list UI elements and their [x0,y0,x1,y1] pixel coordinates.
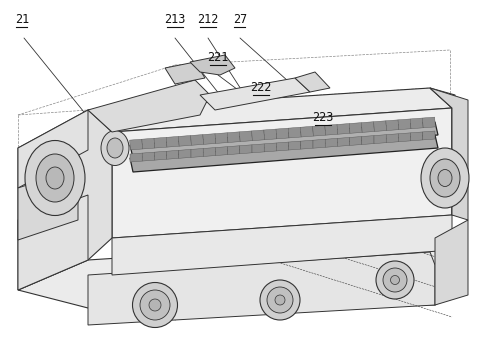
Ellipse shape [383,268,407,292]
Ellipse shape [421,148,469,208]
Ellipse shape [46,167,64,189]
Polygon shape [203,134,216,144]
Polygon shape [88,88,452,132]
Polygon shape [179,149,191,158]
Polygon shape [216,147,228,155]
Polygon shape [398,119,411,130]
Ellipse shape [260,280,300,320]
Text: 222: 222 [250,81,272,94]
Polygon shape [264,129,277,140]
Ellipse shape [101,130,129,166]
Polygon shape [276,128,289,139]
Polygon shape [203,148,216,156]
Polygon shape [301,126,314,137]
Ellipse shape [438,169,452,187]
Polygon shape [313,139,325,148]
Polygon shape [423,131,435,140]
Polygon shape [178,136,191,146]
Polygon shape [228,146,240,155]
Ellipse shape [36,154,74,202]
Polygon shape [337,124,350,134]
Polygon shape [349,123,362,133]
Polygon shape [18,110,112,290]
Polygon shape [276,142,289,151]
Polygon shape [430,88,468,220]
Polygon shape [18,168,78,240]
Ellipse shape [107,138,123,158]
Ellipse shape [391,275,400,285]
Polygon shape [130,122,438,158]
Polygon shape [18,195,88,290]
Polygon shape [313,125,326,136]
Polygon shape [288,127,301,138]
Polygon shape [423,117,435,128]
Polygon shape [264,143,276,152]
Polygon shape [167,150,179,159]
Ellipse shape [25,141,85,216]
Polygon shape [361,122,374,132]
Polygon shape [200,78,310,110]
Polygon shape [88,80,210,132]
Polygon shape [130,139,142,150]
Polygon shape [435,220,468,305]
Polygon shape [325,124,338,135]
Ellipse shape [267,287,293,313]
Text: 21: 21 [15,13,29,26]
Text: 27: 27 [233,13,247,26]
Ellipse shape [132,283,177,328]
Polygon shape [112,215,452,275]
Text: 221: 221 [207,51,228,64]
Polygon shape [398,133,411,142]
Polygon shape [362,136,374,145]
Polygon shape [386,134,398,143]
Ellipse shape [430,159,460,197]
Text: 212: 212 [197,13,219,26]
Polygon shape [240,145,252,154]
Polygon shape [112,108,452,238]
Text: 223: 223 [312,111,334,124]
Polygon shape [88,252,435,325]
Polygon shape [142,152,154,161]
Polygon shape [325,138,337,147]
Polygon shape [349,137,362,145]
Polygon shape [337,138,349,146]
Polygon shape [374,135,386,144]
Polygon shape [191,135,204,145]
Ellipse shape [376,261,414,299]
Polygon shape [410,118,423,129]
Polygon shape [142,138,155,149]
Polygon shape [295,72,330,92]
Polygon shape [191,148,203,158]
Polygon shape [18,110,88,188]
Polygon shape [289,141,301,150]
Polygon shape [165,62,205,84]
Ellipse shape [275,295,285,305]
Polygon shape [411,132,423,141]
Ellipse shape [140,290,170,320]
Polygon shape [190,55,235,75]
Polygon shape [215,133,228,143]
Polygon shape [154,137,167,148]
Polygon shape [301,140,313,149]
Text: 213: 213 [164,13,185,26]
Polygon shape [154,151,167,160]
Polygon shape [130,153,142,162]
Polygon shape [130,135,438,172]
Polygon shape [18,238,452,308]
Polygon shape [374,121,387,131]
Polygon shape [430,88,455,215]
Polygon shape [239,131,252,142]
Polygon shape [251,130,264,141]
Polygon shape [166,137,179,147]
Polygon shape [227,132,240,143]
Polygon shape [386,120,399,130]
Ellipse shape [149,299,161,311]
Polygon shape [252,144,264,153]
